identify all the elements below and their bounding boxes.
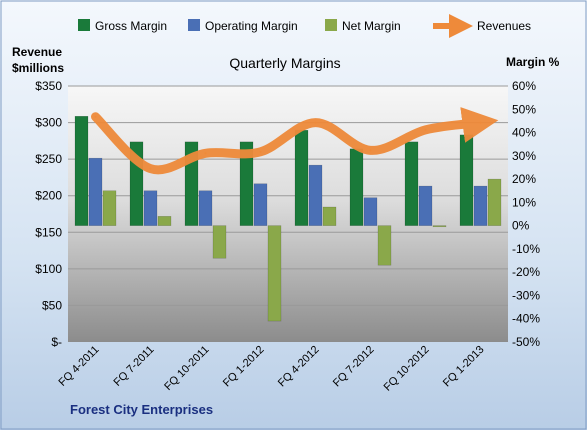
left-tick-label: $50 xyxy=(42,298,62,312)
legend-swatch-net-margin xyxy=(325,19,337,31)
bar-net-margin xyxy=(322,206,337,226)
bar-net-margin xyxy=(157,216,172,226)
legend-label-operating-margin: Operating Margin xyxy=(205,19,298,33)
bar-gross-margin xyxy=(349,148,364,226)
bar-net-margin xyxy=(432,225,447,228)
bar-gross-margin xyxy=(239,141,254,226)
bar-operating-margin xyxy=(473,185,488,226)
left-axis-label-line2: $millions xyxy=(12,61,64,75)
revenue-line-layer xyxy=(91,107,499,175)
right-tick-label: 0% xyxy=(512,219,530,233)
left-tick-label: $250 xyxy=(35,152,62,166)
point-revenues xyxy=(259,150,262,153)
point-revenues xyxy=(314,121,317,124)
legend-label-gross-margin: Gross Margin xyxy=(95,19,167,33)
bar-operating-margin xyxy=(363,197,378,226)
left-tick-label: $- xyxy=(51,335,62,349)
bar-net-margin xyxy=(267,225,282,322)
left-tick-label: $200 xyxy=(35,189,62,203)
bar-net-margin xyxy=(102,190,117,226)
bar-gross-margin xyxy=(459,134,474,226)
point-revenues xyxy=(369,149,372,152)
left-tick-label: $100 xyxy=(35,262,62,276)
line-revenues xyxy=(91,107,499,175)
bar-gross-margin xyxy=(74,116,89,226)
right-tick-label: 50% xyxy=(512,102,536,116)
bar-operating-margin xyxy=(253,183,268,226)
bar-gross-margin xyxy=(294,129,309,226)
right-tick-label: -40% xyxy=(512,312,540,326)
left-tick-label: $150 xyxy=(35,225,62,239)
bar-operating-margin xyxy=(198,190,213,226)
bar-operating-margin xyxy=(143,190,158,226)
left-tick-label: $300 xyxy=(35,116,62,130)
right-tick-label: 60% xyxy=(512,79,536,93)
point-revenues xyxy=(479,121,482,124)
bar-net-margin xyxy=(212,225,227,259)
legend: Gross Margin Operating Margin Net Margin… xyxy=(78,14,531,38)
point-revenues xyxy=(424,128,427,131)
left-axis-label-line1: Revenue xyxy=(12,45,62,59)
bar-gross-margin xyxy=(404,141,419,226)
right-tick-label: 20% xyxy=(512,172,536,186)
left-axis: $- $50 $100 $150 $200 $250 $300 $350 xyxy=(35,79,62,349)
right-axis-label: Margin % xyxy=(506,55,560,69)
footer-company: Forest City Enterprises xyxy=(70,402,213,417)
bar-operating-margin xyxy=(308,164,323,226)
bar-operating-margin xyxy=(418,185,433,226)
right-tick-label: -50% xyxy=(512,335,540,349)
point-revenues xyxy=(204,152,207,155)
right-tick-label: -10% xyxy=(512,242,540,256)
right-tick-label: 30% xyxy=(512,149,536,163)
left-tick-label: $350 xyxy=(35,79,62,93)
bars xyxy=(74,116,502,322)
legend-swatch-gross-margin xyxy=(78,19,90,31)
right-tick-label: -30% xyxy=(512,288,540,302)
point-revenues xyxy=(149,167,152,170)
bar-operating-margin xyxy=(88,157,103,226)
legend-label-revenues: Revenues xyxy=(477,19,531,33)
bar-net-margin xyxy=(487,178,502,226)
chart-title: Quarterly Margins xyxy=(229,55,340,71)
right-axis: -50% -40% -30% -20% -10% 0% 10% 20% 30% 40% 50% 60% xyxy=(512,79,540,349)
right-tick-label: -20% xyxy=(512,265,540,279)
point-revenues xyxy=(94,115,97,118)
legend-label-net-margin: Net Margin xyxy=(342,19,401,33)
right-tick-label: 40% xyxy=(512,126,536,140)
right-tick-label: 10% xyxy=(512,195,536,209)
bar-net-margin xyxy=(377,225,392,266)
legend-swatch-operating-margin xyxy=(188,19,200,31)
